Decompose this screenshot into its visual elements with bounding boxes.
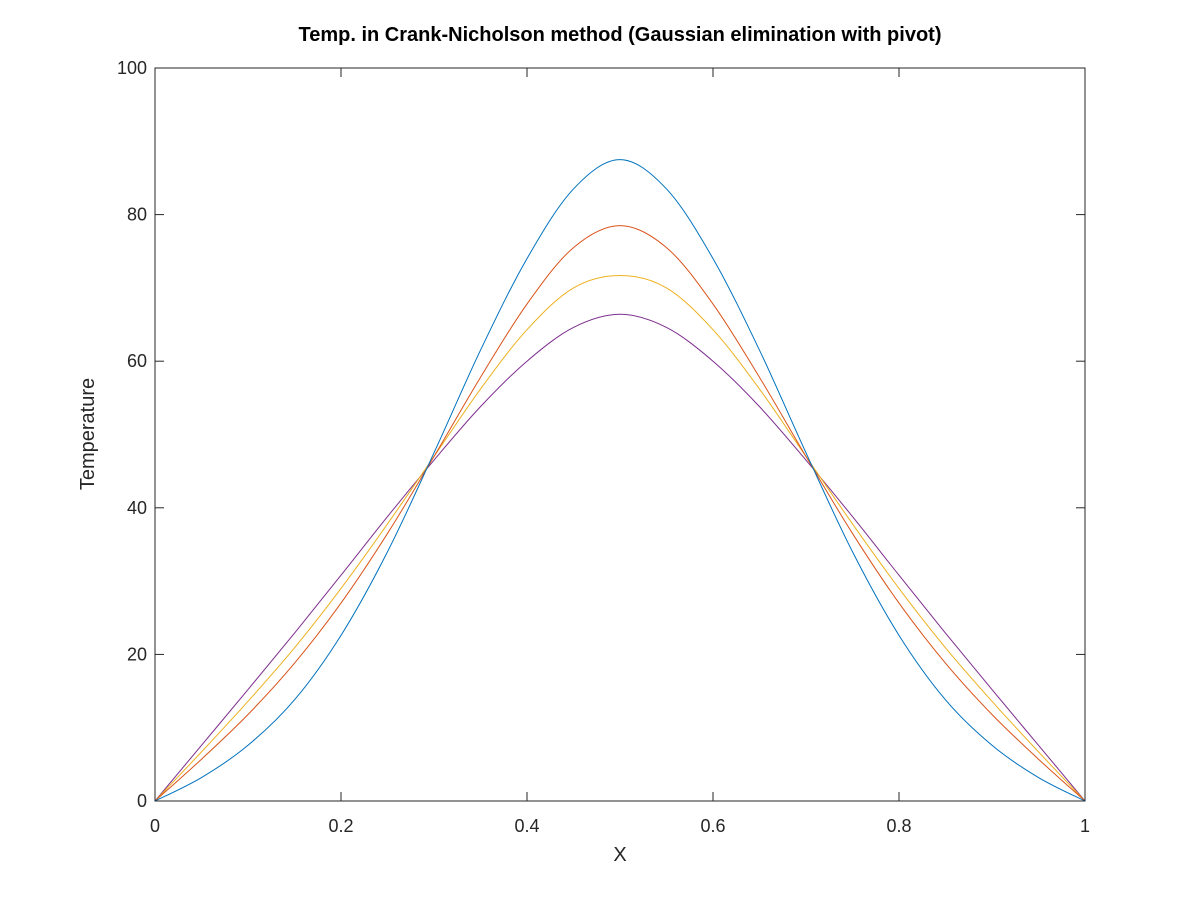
series-line-2	[154, 225, 1086, 802]
series-line-4	[154, 313, 1086, 802]
y-tick-label: 20	[127, 644, 147, 664]
y-tick-label: 40	[127, 498, 147, 518]
ticks-group: 0 0.2 0.4 0.6 0.8 1 0 20 40 60 80 100	[117, 58, 1090, 836]
x-tick-label: 0	[150, 816, 160, 836]
y-tick-label: 100	[117, 58, 147, 78]
plot-area: 0 0.2 0.4 0.6 0.8 1 0 20 40 60 80 100	[117, 58, 1090, 836]
x-tick-label: 0.6	[700, 816, 725, 836]
axes-box	[154, 67, 1086, 802]
x-tick-label: 0.2	[328, 816, 353, 836]
x-tick-label: 1	[1080, 816, 1090, 836]
chart-title: Temp. in Crank-Nicholson method (Gaussia…	[298, 24, 941, 46]
y-axis-label: Temperature	[77, 378, 99, 490]
x-tick-label: 0.8	[886, 816, 911, 836]
y-tick-label: 0	[137, 791, 147, 811]
series-line-1	[154, 159, 1086, 802]
y-tick-label: 60	[127, 351, 147, 371]
series-line-3	[154, 274, 1086, 802]
axes-background	[155, 68, 1085, 801]
y-tick-label: 80	[127, 205, 147, 225]
x-tick-label: 0.4	[514, 816, 539, 836]
x-axis-label: X	[613, 844, 626, 866]
series-group	[154, 159, 1086, 802]
